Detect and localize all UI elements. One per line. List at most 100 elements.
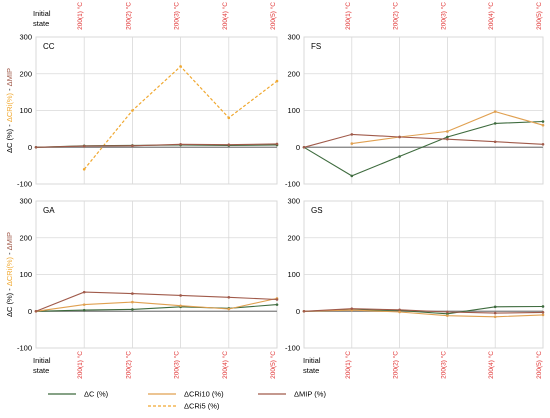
point-cri5 (179, 65, 182, 68)
y-axis-label-part: - (5, 250, 14, 257)
y-tick-label: -100 (17, 180, 32, 189)
point-mip (446, 137, 449, 141)
y-tick-label: 200 (19, 233, 32, 242)
x-tick-label: 200(4) °C (221, 351, 229, 379)
footer-initial-state-line2: state (33, 366, 49, 375)
x-tick-label: 200(3) °C (173, 2, 181, 30)
y-tick-label: -100 (285, 344, 300, 353)
point-cri5 (227, 116, 231, 120)
x-tick-label: 200(1) °C (344, 351, 352, 379)
legend-label-dc: ΔC (%) (84, 390, 109, 399)
point-cri10 (541, 313, 545, 317)
header-initial-state-line1: Initial (33, 9, 51, 18)
y-tick-label: 300 (19, 33, 32, 42)
y-tick-label: 200 (287, 233, 300, 242)
point-mip (350, 307, 354, 310)
point-dc (350, 174, 354, 178)
y-tick-label: 200 (287, 69, 300, 78)
series-line-dc (303, 120, 544, 177)
x-tick-label: 200(5) °C (535, 351, 543, 379)
y-axis-label-part: ΔCRi(%) (5, 92, 14, 122)
point-mip (82, 144, 86, 148)
x-tick-label: 200(2) °C (392, 351, 400, 379)
y-tick-label: -100 (285, 180, 300, 189)
x-tick-label: 200(5) °C (535, 2, 543, 30)
point-mip (398, 308, 401, 312)
x-tick-label: 200(3) °C (439, 2, 447, 30)
point-dc (275, 303, 279, 306)
y-axis-label-part: ΔCRi(%) (5, 256, 14, 286)
point-cri10 (541, 123, 545, 127)
x-tick-label: 200(4) °C (221, 2, 229, 30)
point-dc (131, 308, 134, 311)
point-dc (446, 312, 449, 316)
panel-title: GA (43, 206, 55, 215)
point-mip (541, 311, 545, 314)
series-line-mip (35, 291, 278, 312)
y-tick-label: 0 (296, 143, 300, 152)
point-cri10 (350, 142, 354, 145)
point-mip (179, 294, 182, 297)
point-mip (350, 133, 354, 136)
x-tick-label: 200(4) °C (487, 2, 495, 30)
point-mip (275, 142, 279, 146)
x-tick-label: 200(3) °C (439, 351, 447, 379)
point-mip (302, 145, 306, 149)
panel-title: GS (311, 206, 323, 215)
point-mip (275, 298, 279, 301)
point-cri5 (275, 79, 279, 83)
point-cri5 (82, 168, 86, 171)
point-dc (493, 122, 497, 125)
footer-initial-state-line2: state (303, 366, 319, 375)
y-axis-label-part: - (5, 122, 14, 129)
point-mip (131, 144, 134, 148)
series-line-cri10 (303, 309, 544, 318)
point-mip (227, 295, 231, 299)
x-tick-label: 200(3) °C (173, 351, 181, 379)
x-tick-label: 200(1) °C (344, 2, 352, 30)
point-mip (446, 310, 449, 314)
point-mip (34, 309, 38, 313)
panel-title: CC (43, 42, 55, 51)
series-line-cri10 (35, 297, 278, 312)
y-tick-label: 200 (19, 69, 32, 78)
point-mip (493, 140, 497, 144)
legend-label-mip: ΔMIP (%) (294, 390, 326, 399)
point-cri10 (131, 300, 134, 304)
x-tick-label: 200(5) °C (269, 351, 277, 379)
point-mip (131, 292, 134, 295)
y-tick-label: 100 (287, 270, 300, 279)
y-axis-label-part: ΔMIP (5, 68, 14, 86)
x-tick-label: 200(4) °C (487, 351, 495, 379)
y-axis-label: ΔC (%) - ΔCRi(%) - ΔMIP (5, 232, 14, 317)
legend-label-cri10: ΔCRi10 (%) (184, 390, 224, 399)
point-mip (493, 311, 497, 315)
point-dc (398, 155, 401, 158)
point-cri10 (493, 315, 497, 319)
legend-label-cri5: ΔCRi5 (%) (184, 402, 220, 411)
y-tick-label: 0 (28, 143, 32, 152)
y-axis-label-part: - (5, 86, 14, 93)
x-tick-label: 200(5) °C (269, 2, 277, 30)
header-initial-state-line2: state (33, 19, 49, 28)
point-dc (82, 308, 86, 312)
x-tick-label: 200(1) °C (76, 351, 84, 379)
point-mip (398, 135, 401, 139)
y-tick-label: 300 (287, 197, 300, 206)
series-line-mip (303, 308, 544, 314)
y-axis-label-part: ΔMIP (5, 232, 14, 250)
panel-title: FS (311, 42, 321, 51)
y-tick-label: 0 (296, 307, 300, 316)
x-tick-label: 200(2) °C (124, 2, 132, 30)
point-dc (446, 135, 449, 139)
y-tick-label: -100 (17, 344, 32, 353)
series-line-mip (35, 143, 278, 148)
point-cri10 (446, 130, 449, 133)
y-axis-label-part: ΔC (%) (5, 292, 14, 317)
point-mip (227, 143, 231, 146)
point-cri10 (82, 303, 86, 306)
x-tick-label: 200(2) °C (392, 2, 400, 30)
y-tick-label: 300 (287, 33, 300, 42)
